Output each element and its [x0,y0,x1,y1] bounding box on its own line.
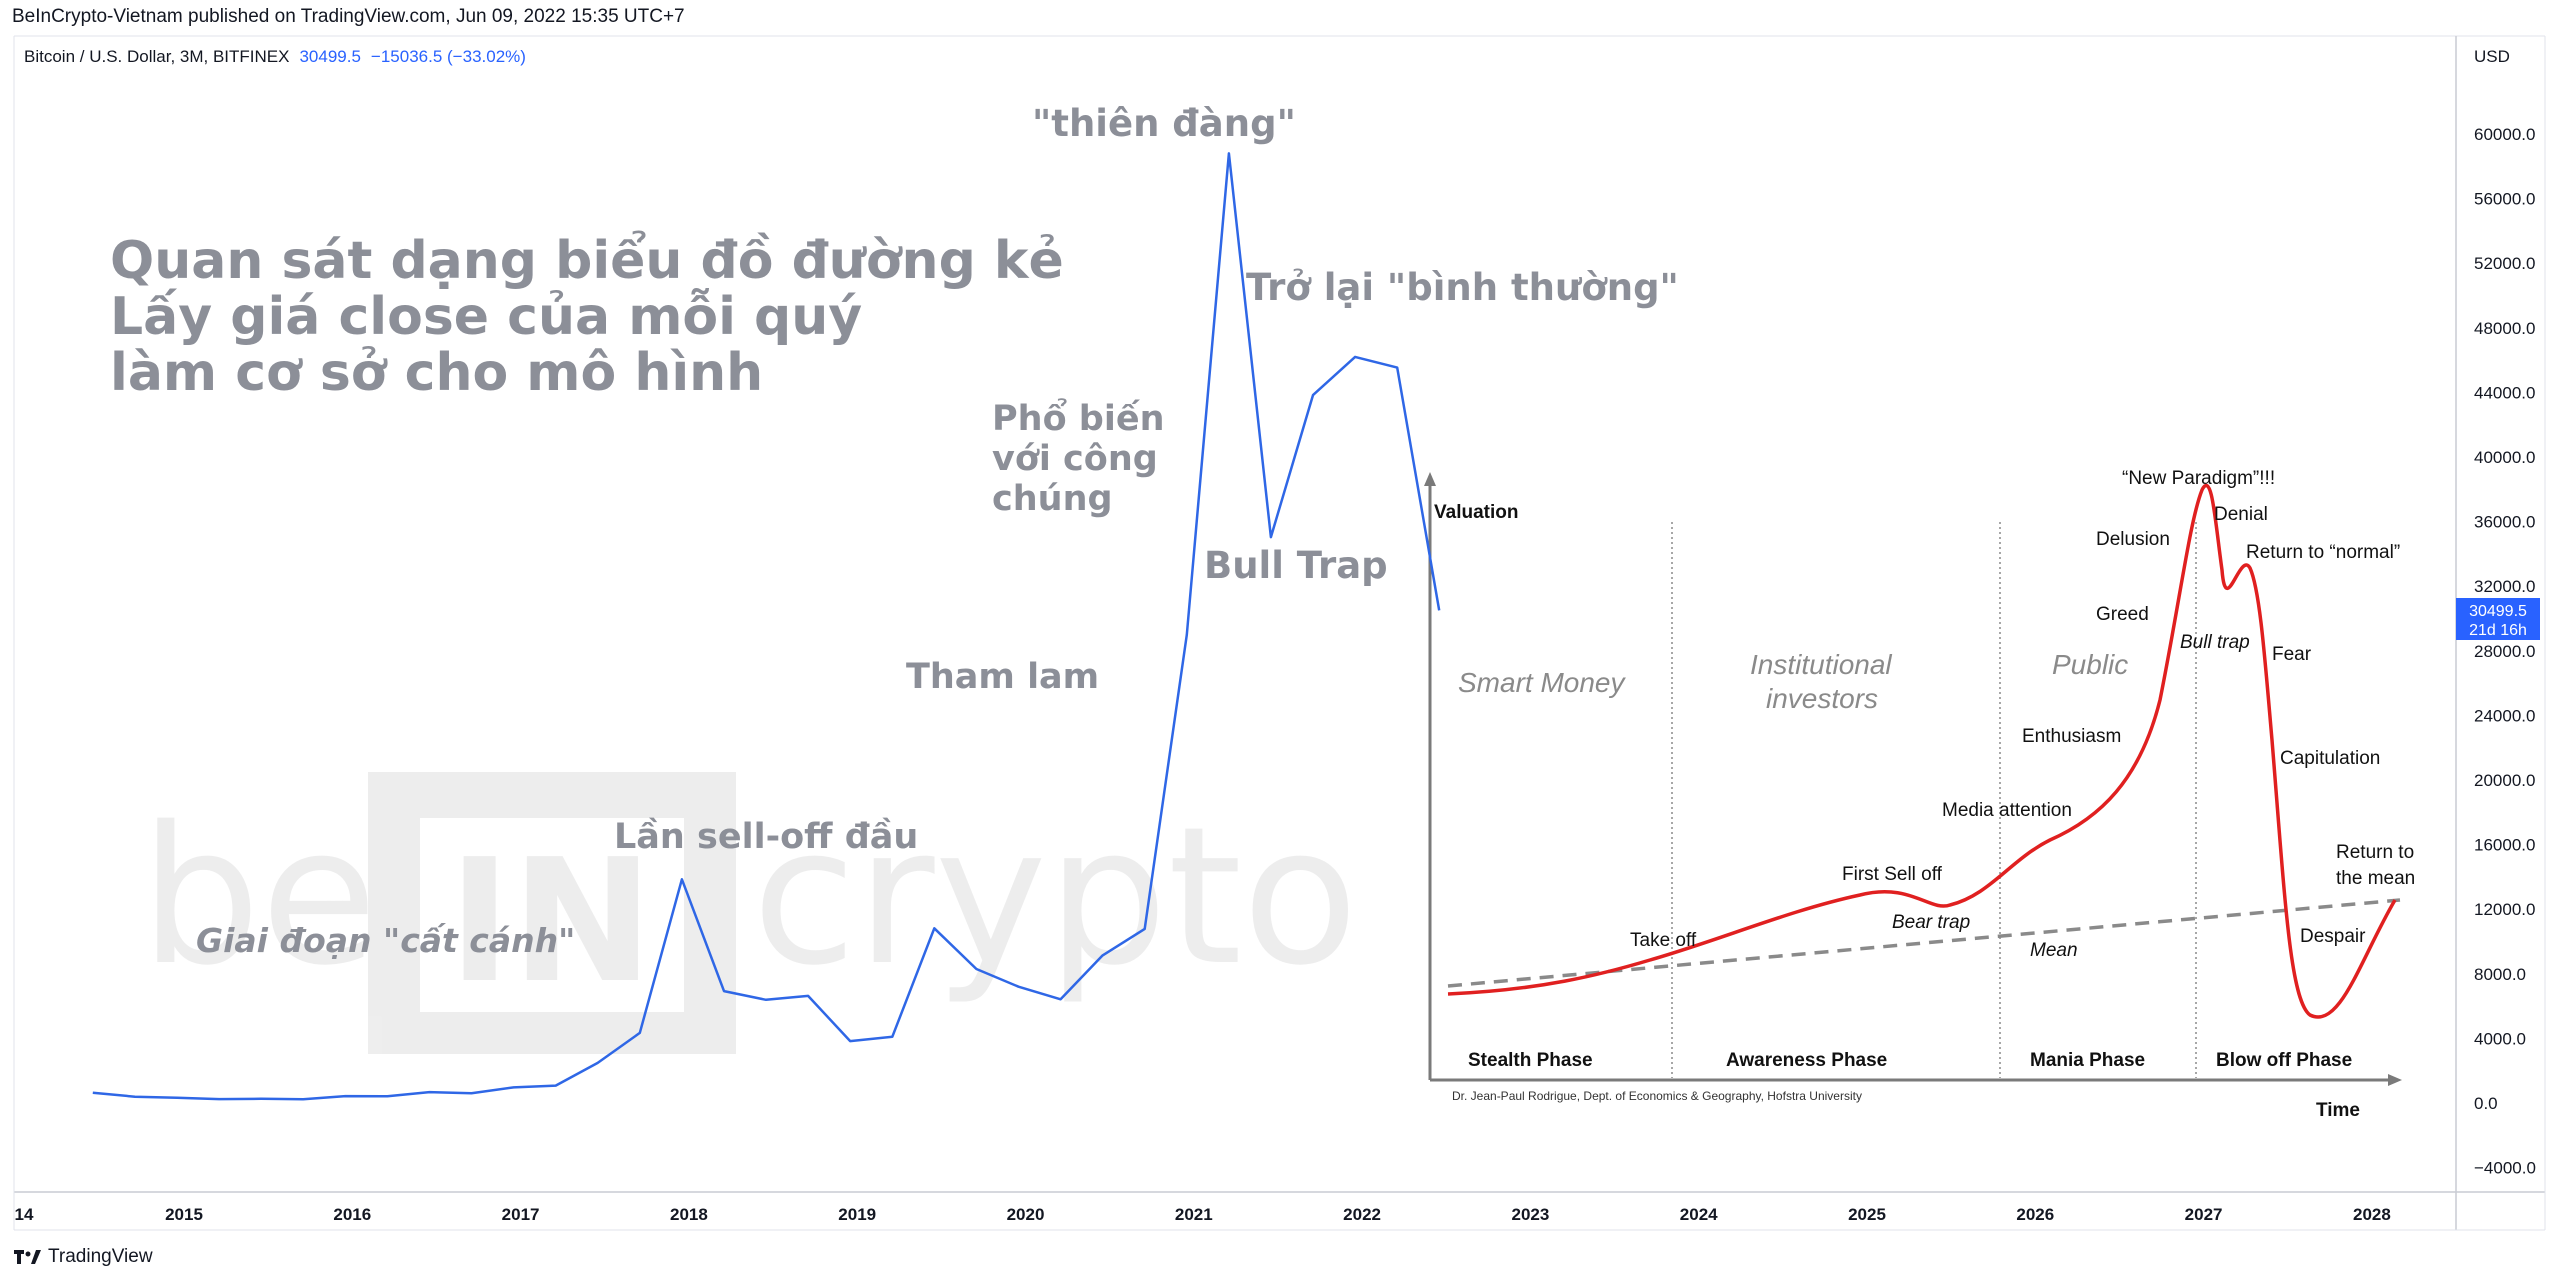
label-take-off: Take off [1630,930,1697,951]
price-axis-ticks[interactable]: −4000.0 0.0 4000.0 8000.0 12000.0 16000.0 2000… [2474,125,2536,1178]
inset-x-arrow [2388,1074,2402,1086]
time-tick-label: 2019 [838,1205,876,1224]
price-tick-label: 16000.0 [2474,836,2535,855]
annotation-return-normal: Trở lại "bình thường" [1246,266,1679,309]
label-capitulation: Capitulation [2280,748,2380,769]
price-line [92,152,1441,1101]
inset-credit: Dr. Jean-Paul Rodrigue, Dept. of Economi… [1452,1089,1862,1103]
label-despair: Despair [2300,926,2366,947]
label-enthusiasm: Enthusiasm [2022,726,2121,747]
price-tick-label: 40000.0 [2474,448,2535,467]
tradingview-footer[interactable]: TradingView [14,1246,153,1268]
annotation-greed: Tham lam [906,657,1099,697]
last-price-tag: 30499.5 21d 16h [2456,598,2540,640]
price-tick-label: 44000.0 [2474,383,2535,402]
label-return-normal: Return to “normal” [2246,542,2400,563]
label-new-paradigm: “New Paradigm”!!! [2122,468,2275,489]
annotation-heaven: "thiên đàng" [1032,102,1296,145]
price-tick-label: 0.0 [2474,1094,2498,1113]
time-tick-label: 2023 [1511,1205,1549,1224]
main-title-line-3: làm cơ sở cho mô hình [110,343,763,403]
time-tick-label: 2020 [1007,1205,1045,1224]
group-institutional-2: investors [1766,683,1878,714]
publisher-line: BeInCrypto-Vietnam published on TradingV… [12,6,685,27]
svg-text:IN: IN [448,823,654,1021]
label-return-mean-2: the mean [2336,868,2415,889]
time-tick-label: 2027 [2185,1205,2223,1224]
price-tick-label: 60000.0 [2474,125,2535,144]
annotation-first-selloff: Lần sell-off đầu [614,816,918,857]
annotation-takeoff: Giai đoạn "cất cánh" [196,921,575,960]
phase-blow-off: Blow off Phase [2216,1050,2352,1071]
price-points [92,153,1440,1100]
price-tick-label: 8000.0 [2474,965,2526,984]
beincrypto-watermark: be IN crypto [140,772,1358,1054]
bar-countdown: 21d 16h [2469,622,2527,639]
time-tick-label: 2028 [2353,1205,2391,1224]
label-delusion: Delusion [2096,529,2170,550]
last-price-value: 30499.5 [2469,603,2527,620]
price-tick-label: 56000.0 [2474,190,2535,209]
price-tick-label: 4000.0 [2474,1029,2526,1048]
price-tick-label: 28000.0 [2474,642,2535,661]
price-tick-label: 20000.0 [2474,771,2535,790]
main-title-line-1: Quan sát dạng biểu đồ đường kẻ [110,230,1064,291]
time-tick-label: 2017 [502,1205,540,1224]
label-denial: Denial [2214,504,2268,525]
inset-time-label: Time [2316,1100,2360,1121]
currency-label: USD [2474,47,2510,66]
bubble-curve [1447,483,2397,1019]
label-bear-trap: Bear trap [1892,912,1970,933]
group-smart-money: Smart Money [1458,667,1626,698]
svg-text:be: be [140,786,378,1007]
symbol-name: Bitcoin / U.S. Dollar, 3M, BITFINEX [24,47,290,66]
phase-stealth: Stealth Phase [1468,1050,1593,1071]
time-tick-label: 2021 [1175,1205,1213,1224]
tradingview-logo-icon [14,1250,41,1264]
label-first-sell-off: First Sell off [1842,864,1943,885]
price-change: −15036.5 (−33.02%) [370,47,526,66]
group-public: Public [2052,649,2128,680]
price-tick-label: 36000.0 [2474,513,2535,532]
label-fear: Fear [2272,644,2312,665]
time-tick-label: 2026 [2016,1205,2054,1224]
phase-awareness: Awareness Phase [1726,1050,1887,1071]
annotation-public-3: chúng [992,479,1113,519]
time-axis-ticks[interactable]: 14 2015 2016 2017 2018 2019 2020 2021 2022 2023 20… [15,1205,2391,1224]
price-tick-label: 52000.0 [2474,254,2535,273]
label-return-mean-1: Return to [2336,842,2414,863]
label-media-attention: Media attention [1942,800,2072,821]
last-value: 30499.5 [299,47,361,66]
group-institutional-1: Institutional [1750,649,1892,680]
label-mean: Mean [2030,940,2078,961]
main-title-line-2: Lấy giá close của mỗi quý [110,287,862,347]
time-tick-label: 2018 [670,1205,708,1224]
price-tick-label: 12000.0 [2474,900,2535,919]
bubble-phases-inset: Valuation Time Smart Money Institutional… [1424,468,2415,1121]
annotation-public-1: Phổ biến [992,397,1165,439]
inset-valuation-label: Valuation [1434,502,1518,523]
time-tick-label: 14 [15,1205,34,1224]
time-tick-label: 2016 [333,1205,371,1224]
annotation-bull-trap: Bull Trap [1204,544,1388,587]
time-tick-label: 2015 [165,1205,203,1224]
annotation-public-2: với công [992,439,1158,479]
inset-y-arrow [1424,472,1436,486]
time-tick-label: 2022 [1343,1205,1381,1224]
time-tick-label: 2025 [1848,1205,1886,1224]
phase-mania: Mania Phase [2030,1050,2145,1071]
svg-text:crypto: crypto [752,786,1358,1007]
price-tick-label: 48000.0 [2474,319,2535,338]
tradingview-brand: TradingView [48,1246,153,1267]
price-tick-label: −4000.0 [2474,1159,2536,1178]
price-tick-label: 32000.0 [2474,577,2535,596]
label-bull-trap: Bull trap [2180,632,2250,653]
symbol-legend[interactable]: Bitcoin / U.S. Dollar, 3M, BITFINEX 30499… [24,47,526,67]
price-tick-label: 24000.0 [2474,706,2535,725]
label-greed: Greed [2096,604,2149,625]
time-tick-label: 2024 [1680,1205,1718,1224]
annotation-layer: Quan sát dạng biểu đồ đường kẻ Lấy giá c… [110,102,1679,960]
